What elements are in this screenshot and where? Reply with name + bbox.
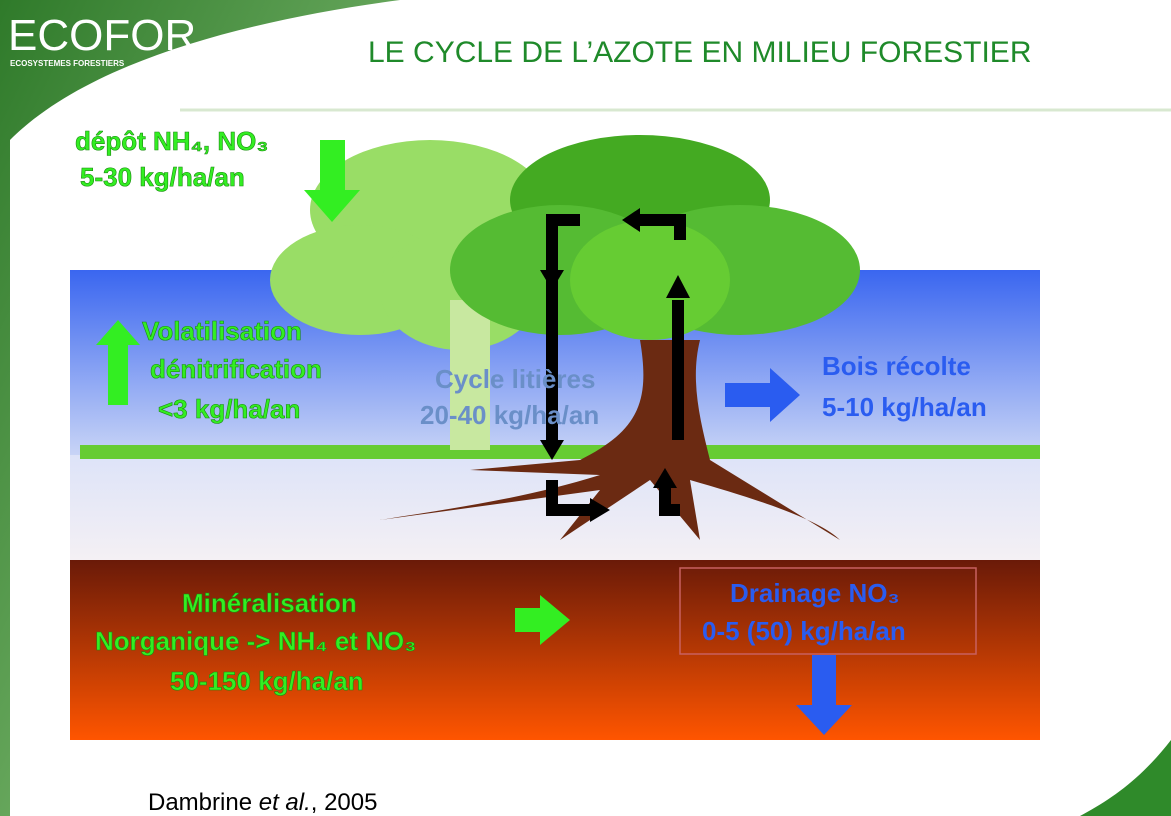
deposition-amount: 5-30 kg/ha/an xyxy=(80,162,245,192)
ground-line xyxy=(80,445,1040,459)
logo: ECOFOR xyxy=(8,11,196,60)
mineralisation-label: Minéralisation xyxy=(182,588,357,618)
citation-etal: et al. xyxy=(259,789,311,816)
mineralisation-process: Norganique -> NH₄ et NO₃ xyxy=(95,626,416,656)
litter-label: Cycle litières xyxy=(435,364,595,394)
volatilisation-amount: <3 kg/ha/an xyxy=(158,394,300,424)
litter-amount: 20-40 kg/ha/an xyxy=(420,400,599,430)
citation-year: , 2005 xyxy=(311,789,378,816)
title: LE CYCLE DE L’AZOTE EN MILIEU FORESTIER xyxy=(368,36,1032,69)
drainage-label: Drainage NO₃ xyxy=(730,578,900,608)
drainage-amount: 0-5 (50) kg/ha/an xyxy=(702,616,906,646)
citation: Dambrine et al., 2005 xyxy=(148,789,377,816)
deposition-label: dépôt NH₄, NO₃ xyxy=(75,126,268,156)
harvest-label: Bois récolte xyxy=(822,351,971,381)
harvest-amount: 5-10 kg/ha/an xyxy=(822,392,987,422)
denitrification-label: dénitrification xyxy=(150,354,322,384)
citation-author: Dambrine xyxy=(148,789,252,816)
corner-swoosh xyxy=(1080,740,1171,816)
volatilisation-label: Volatilisation xyxy=(142,316,302,346)
slide: ECOFOR ECOSYSTEMES FORESTIERS LE CYCLE D… xyxy=(0,0,1171,816)
mineralisation-amount: 50-150 kg/ha/an xyxy=(170,666,364,696)
logo-subtitle: ECOSYSTEMES FORESTIERS xyxy=(10,59,125,68)
